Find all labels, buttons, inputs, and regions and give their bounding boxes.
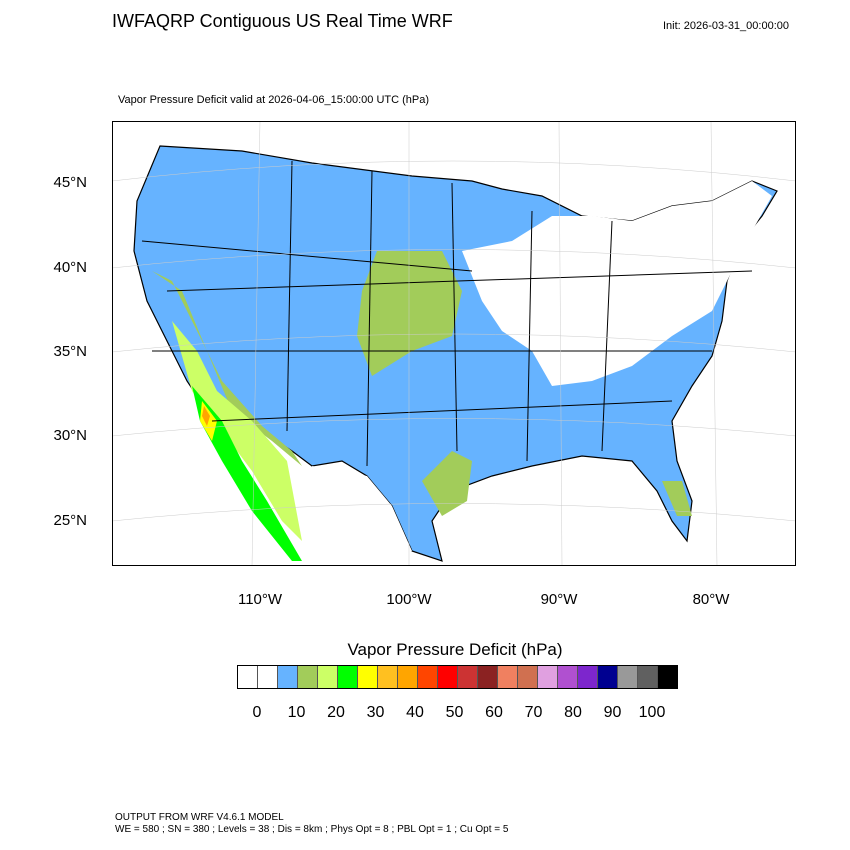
colorbar-box — [458, 666, 478, 688]
colorbar-box — [378, 666, 398, 688]
colorbar — [237, 665, 678, 689]
colorbar-box — [658, 666, 677, 688]
colorbar-box — [518, 666, 538, 688]
colorbar-box — [438, 666, 458, 688]
colorbar-box — [358, 666, 378, 688]
colorbar-label: 60 — [485, 704, 503, 721]
colorbar-box — [498, 666, 518, 688]
colorbar-label: 30 — [366, 704, 385, 721]
colorbar-box — [478, 666, 498, 688]
vpd-map — [112, 121, 796, 566]
lat-label-35: 35°N — [53, 343, 87, 360]
colorbar-label: 40 — [406, 704, 424, 721]
colorbar-box — [298, 666, 318, 688]
colorbar-box — [278, 666, 298, 688]
colorbar-label: 80 — [564, 704, 582, 721]
model-config: WE = 580 ; SN = 380 ; Levels = 38 ; Dis … — [115, 824, 509, 835]
lat-label-40: 40°N — [53, 259, 87, 276]
mexico-region — [312, 466, 412, 561]
state-borders — [141, 160, 753, 467]
field-subtitle: Vapor Pressure Deficit valid at 2026-04-… — [118, 94, 430, 106]
model-info: OUTPUT FROM WRF V4.6.1 MODEL — [115, 812, 284, 823]
colorbar-box — [258, 666, 278, 688]
colorbar-box — [338, 666, 358, 688]
eastern-low-region — [462, 181, 772, 386]
colorbar-box — [538, 666, 558, 688]
colorbar-label: 50 — [445, 704, 464, 721]
colorbar-label: 0 — [252, 704, 262, 721]
lon-label-90: 90°W — [540, 591, 578, 608]
colorbar-box — [558, 666, 578, 688]
colorbar-box — [578, 666, 598, 688]
colorbar-title: Vapor Pressure Deficit (hPa) — [347, 640, 563, 659]
colorbar-label: 90 — [603, 704, 622, 721]
colorbar-box — [238, 666, 258, 688]
lon-label-80: 80°W — [692, 591, 730, 608]
lon-label-110: 110°W — [237, 591, 283, 608]
lat-label-30: 30°N — [53, 427, 87, 444]
plot-title: IWFAQRP Contiguous US Real Time WRF — [112, 11, 453, 31]
colorbar-box — [418, 666, 438, 688]
lat-label-45: 45°N — [53, 174, 87, 191]
colorbar-box — [638, 666, 658, 688]
colorbar-box — [598, 666, 618, 688]
texas-mid-region — [422, 451, 472, 516]
colorbar-box — [398, 666, 418, 688]
colorbar-box — [318, 666, 338, 688]
map-frame — [112, 121, 796, 566]
southwest-green — [192, 386, 302, 561]
init-time: Init: 2026-03-31_00:00:00 — [663, 20, 789, 32]
colorbar-label: 10 — [287, 704, 306, 721]
desert-orange — [202, 406, 210, 426]
colorbar-label: 20 — [327, 704, 345, 721]
colorbar-label: 100 — [638, 704, 666, 721]
lat-label-25: 25°N — [53, 512, 87, 529]
colorbar-label: 70 — [524, 704, 543, 721]
lon-label-100: 100°W — [386, 591, 432, 608]
florida-mid-region — [662, 481, 692, 516]
colorbar-box — [618, 666, 638, 688]
graticule — [112, 121, 796, 566]
southwest-light-green — [172, 321, 302, 541]
